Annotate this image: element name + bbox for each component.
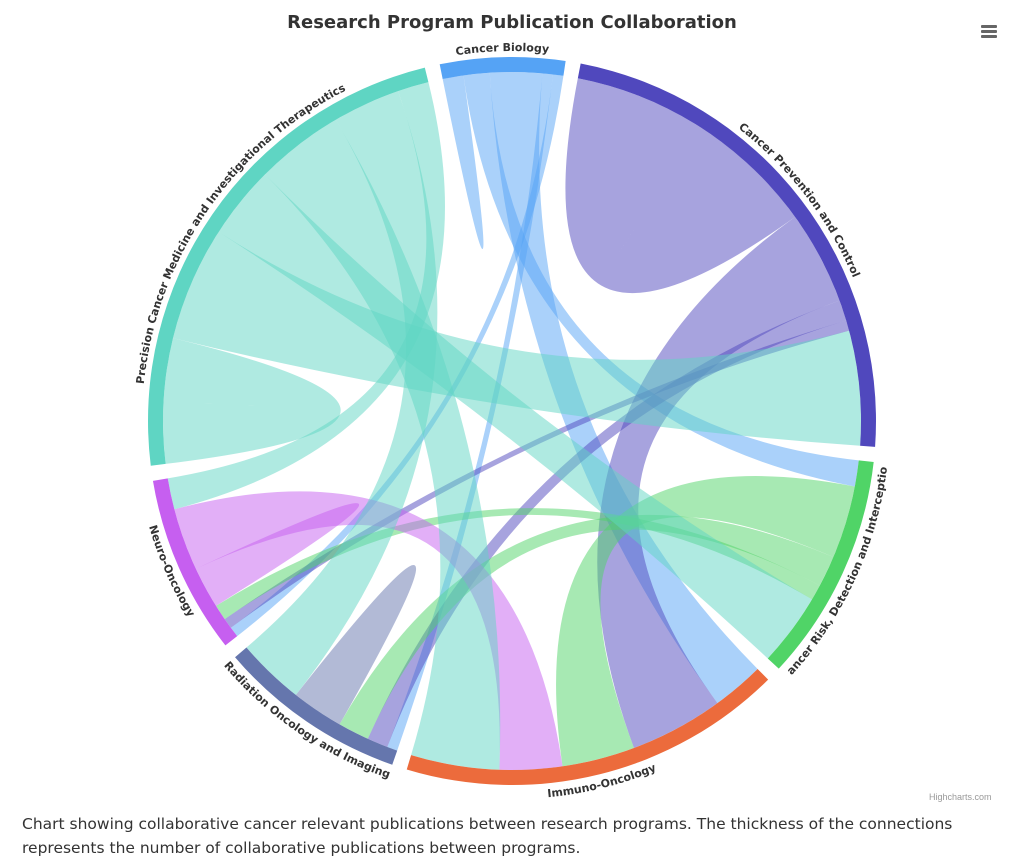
- hamburger-menu-icon-bar: [981, 35, 997, 38]
- link-cancer-biology-to-cancer-biology[interactable]: [442, 75, 484, 250]
- node-cancer-prevention-and-control[interactable]: [577, 63, 876, 447]
- chart-context-menu-button[interactable]: [976, 20, 1002, 42]
- link-precision-cancer-medicine-and-investigational-therapeutics-to-radiation-oncology-and-imaging[interactable]: [246, 91, 438, 695]
- link-cancer-risk-detection-and-interception-to-immuno-oncology[interactable]: [556, 476, 855, 767]
- node-label-cancer-biology: Cancer Biology: [455, 41, 550, 58]
- link-cancer-prevention-and-control-to-cancer-prevention-and-control[interactable]: [565, 78, 796, 294]
- node-immuno-oncology[interactable]: [406, 668, 769, 785]
- credits-link[interactable]: Highcharts.com: [929, 792, 992, 802]
- chart-title: Research Program Publication Collaborati…: [287, 12, 737, 33]
- link-cancer-biology-to-immuno-oncology[interactable]: [489, 71, 758, 704]
- links-layer: [162, 71, 862, 770]
- link-radiation-oncology-and-imaging-to-radiation-oncology-and-imaging[interactable]: [295, 564, 417, 725]
- chart-caption: Chart showing collaborative cancer relev…: [22, 815, 953, 857]
- link-cancer-biology-to-radiation-oncology-and-imaging[interactable]: [387, 73, 553, 751]
- link-precision-cancer-medicine-and-investigational-therapeutics-to-cancer-prevention-and-control[interactable]: [172, 231, 862, 446]
- link-precision-cancer-medicine-and-investigational-therapeutics-to-immuno-oncology[interactable]: [264, 119, 501, 770]
- node-cancer-risk-detection-and-interception[interactable]: [767, 460, 874, 669]
- hamburger-menu-icon-bar: [981, 30, 997, 33]
- hamburger-menu-icon: [981, 25, 997, 28]
- link-neuro-oncology-to-neuro-oncology[interactable]: [195, 503, 360, 606]
- link-precision-cancer-medicine-and-investigational-therapeutics-to-precision-cancer-medicine-and-investigational-therapeutics[interactable]: [162, 338, 341, 464]
- node-neuro-oncology[interactable]: [152, 478, 238, 646]
- node-cancer-biology[interactable]: [439, 56, 566, 79]
- link-precision-cancer-medicine-and-investigational-therapeutics-to-neuro-oncology[interactable]: [167, 82, 445, 510]
- node-radiation-oncology-and-imaging[interactable]: [235, 647, 398, 765]
- node-precision-cancer-medicine-and-investigational-therapeutics[interactable]: [148, 67, 429, 466]
- nodes-layer: [148, 56, 876, 785]
- link-cancer-prevention-and-control-to-immuno-oncology[interactable]: [597, 216, 840, 748]
